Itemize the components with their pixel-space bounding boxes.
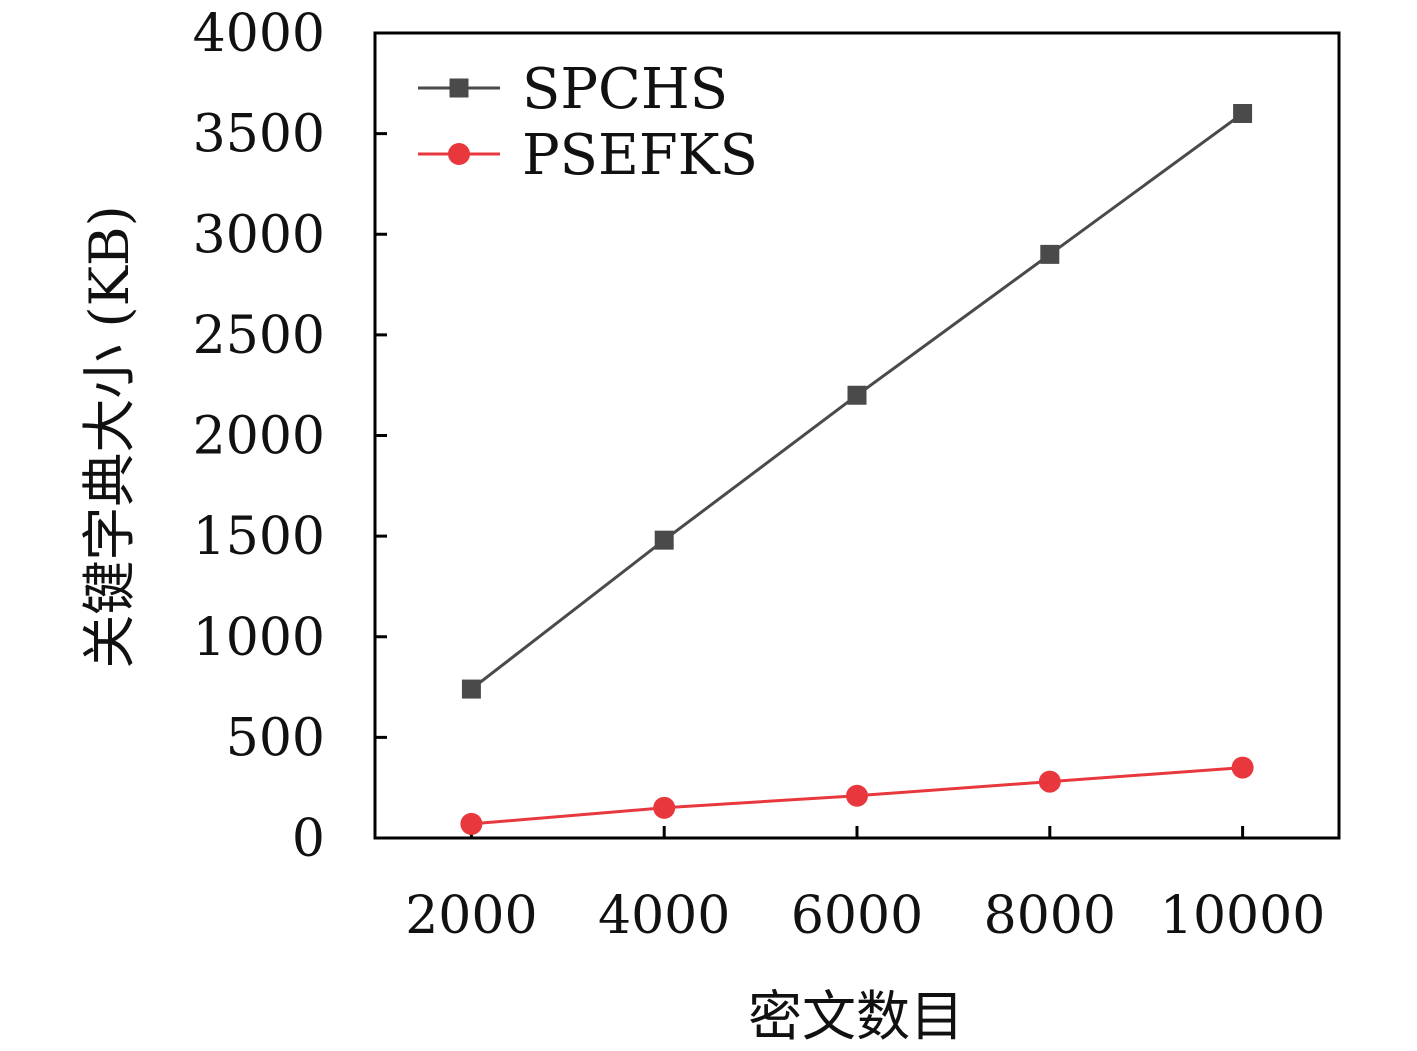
x-tick-label: 6000 <box>791 886 923 946</box>
y-axis-label: 关键字典大小 (KB) <box>78 205 141 668</box>
ticks-layer: 0 500 1000 1500 2000 2500 3000 3500 4000 2000 4000… <box>193 4 1326 946</box>
series-spchs <box>461 104 1253 699</box>
y-tick-label: 1500 <box>193 507 325 567</box>
y-tick-label: 4000 <box>193 4 325 64</box>
plot-area-frame <box>373 31 1341 840</box>
legend-label: PSEFKS <box>522 123 758 188</box>
series-psefks <box>460 756 1254 835</box>
y-tick-label: 2000 <box>193 407 325 467</box>
y-tick-label: 3500 <box>193 105 325 165</box>
y-tick-label: 0 <box>292 809 325 869</box>
data-point <box>846 784 868 807</box>
x-tick-label: 10000 <box>1160 886 1325 946</box>
y-tick-label: 1000 <box>193 608 325 668</box>
data-point <box>460 812 483 835</box>
y-tick-label: 2500 <box>193 306 325 366</box>
data-point <box>1038 770 1061 793</box>
data-point <box>654 530 674 550</box>
x-tick-label: 4000 <box>598 886 730 946</box>
legend-label: SPCHS <box>522 57 728 122</box>
series-layer <box>460 104 1254 835</box>
y-tick-label: 3000 <box>193 205 325 265</box>
data-point <box>847 385 867 405</box>
legend-marker <box>448 143 470 165</box>
plot-frame-layer <box>373 31 1341 840</box>
legend-entry: SPCHS <box>418 57 728 122</box>
data-point <box>461 679 481 699</box>
data-point <box>1233 104 1253 123</box>
data-point <box>1040 244 1060 264</box>
x-axis-label: 密文数目 <box>748 985 964 1048</box>
x-tick-label: 8000 <box>984 886 1116 946</box>
y-tick-label: 500 <box>226 708 325 768</box>
x-tick-label: 2000 <box>405 886 537 946</box>
legend-entry: PSEFKS <box>418 123 758 188</box>
data-point <box>1231 756 1254 779</box>
legend-marker <box>449 78 469 98</box>
data-point <box>653 796 676 819</box>
